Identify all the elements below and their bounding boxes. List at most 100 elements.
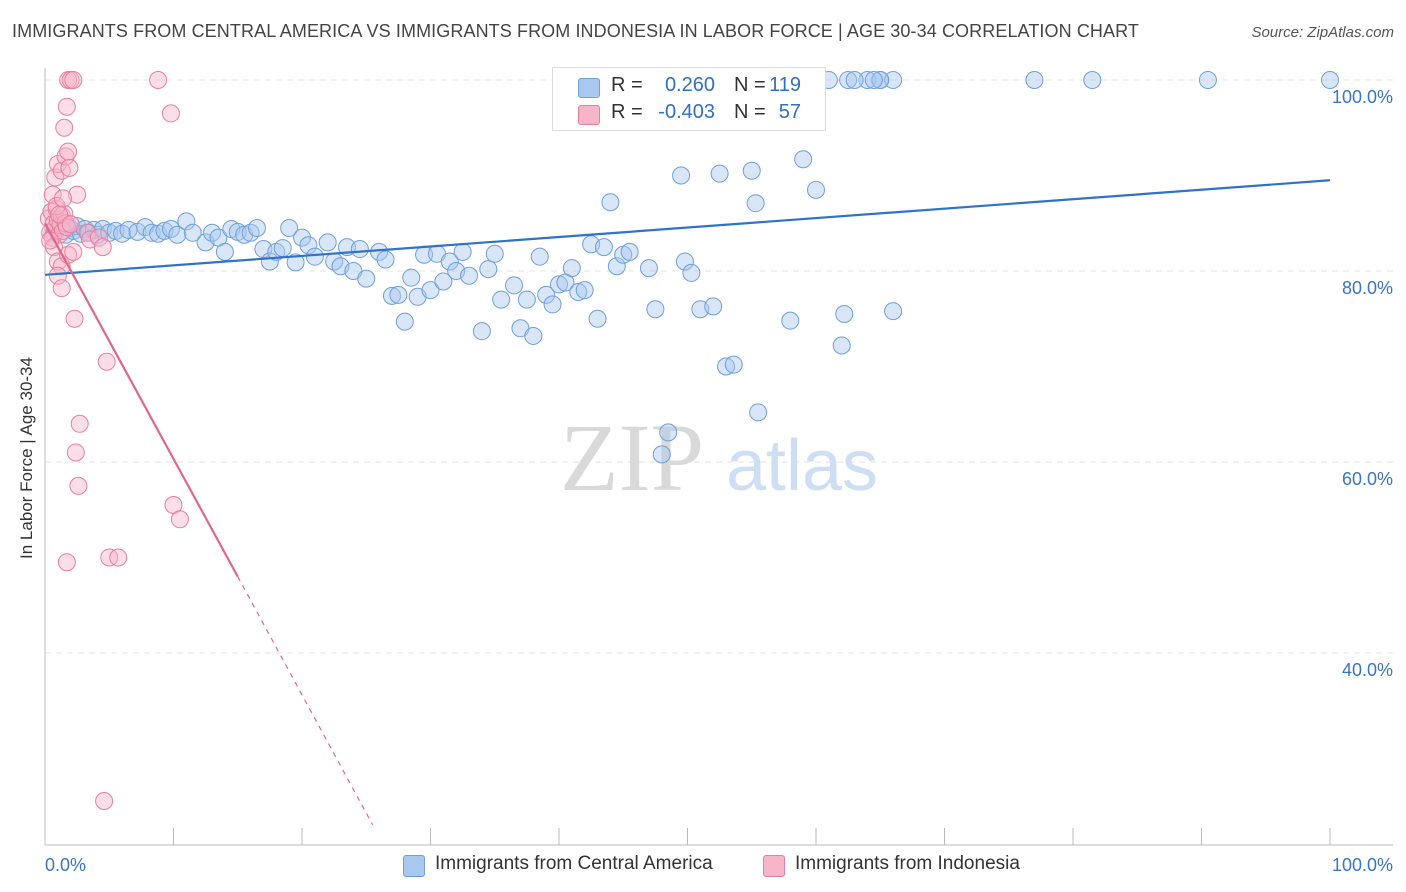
- point-central-america: [1198, 71, 1217, 89]
- point-central-america: [562, 259, 581, 278]
- point-central-america: [724, 355, 743, 374]
- point-central-america: [550, 275, 568, 294]
- point-central-america: [293, 228, 311, 247]
- trend-line-central-america: [44, 179, 1331, 276]
- correlation-legend: R = 0.260 N = 119 R = -0.403 N = 57: [552, 67, 826, 131]
- point-central-america: [1321, 71, 1339, 89]
- point-central-america: [639, 259, 658, 278]
- point-central-america: [485, 244, 504, 263]
- point-indonesia: [97, 352, 116, 371]
- point-central-america: [807, 180, 825, 199]
- point-central-america: [241, 223, 260, 242]
- axes: [44, 68, 1393, 846]
- point-central-america: [273, 239, 292, 258]
- point-indonesia: [64, 71, 83, 89]
- point-indonesia: [55, 204, 74, 223]
- point-indonesia: [64, 242, 83, 261]
- point-central-america: [492, 290, 511, 309]
- watermark: ZIP atlas: [560, 404, 878, 511]
- point-central-america: [305, 247, 324, 266]
- legend-label: Immigrants from Indonesia: [795, 853, 1020, 874]
- point-indonesia: [69, 476, 88, 495]
- point-central-america: [675, 252, 694, 271]
- point-central-america: [839, 71, 858, 89]
- point-central-america: [884, 71, 903, 89]
- point-central-america: [376, 250, 395, 269]
- y-tick-label: 100.0%: [1332, 87, 1393, 107]
- y-tick-label: 80.0%: [1342, 278, 1393, 298]
- point-central-america: [350, 240, 369, 259]
- point-central-america: [460, 266, 479, 285]
- point-central-america: [183, 223, 202, 242]
- point-central-america: [672, 166, 691, 185]
- point-indonesia: [46, 168, 65, 187]
- point-central-america: [781, 311, 800, 330]
- point-central-america: [1083, 71, 1102, 89]
- point-central-america: [318, 233, 337, 252]
- point-central-america: [1025, 71, 1044, 89]
- point-indonesia: [57, 553, 76, 572]
- source-credit: Source: ZipAtlas.com: [1251, 24, 1394, 41]
- point-central-america: [749, 403, 768, 422]
- point-central-america: [248, 219, 267, 238]
- x-tick-label: 100.0%: [1332, 855, 1393, 875]
- series-central-america: [44, 71, 1339, 464]
- point-central-america: [543, 295, 562, 314]
- point-indonesia: [55, 118, 74, 137]
- point-central-america: [299, 236, 318, 255]
- point-central-america: [832, 336, 851, 355]
- point-central-america: [517, 290, 536, 309]
- series-indonesia: [39, 71, 189, 811]
- point-central-america: [588, 309, 607, 328]
- n-value: 57: [778, 101, 801, 123]
- point-central-america: [835, 304, 854, 323]
- point-central-america: [357, 269, 376, 288]
- point-indonesia: [60, 158, 79, 177]
- n-value: 119: [769, 74, 801, 96]
- n-label: N =: [734, 74, 766, 96]
- x-tick-label: 0.0%: [45, 855, 86, 875]
- point-central-america: [871, 71, 890, 89]
- n-label: N =: [734, 101, 766, 123]
- point-central-america: [746, 194, 765, 213]
- point-central-america: [286, 253, 305, 272]
- point-central-america: [601, 193, 620, 212]
- chart-title: IMMIGRANTS FROM CENTRAL AMERICA VS IMMIG…: [12, 21, 1139, 41]
- point-indonesia: [68, 185, 87, 204]
- trend-line-indonesia: [44, 222, 239, 578]
- point-central-america: [530, 247, 549, 266]
- point-central-america: [389, 285, 408, 304]
- legend-swatch-blue: [578, 78, 600, 98]
- point-central-america: [794, 150, 813, 169]
- point-central-america: [682, 263, 701, 282]
- r-value: -0.403: [658, 101, 715, 123]
- point-central-america: [440, 252, 459, 271]
- point-indonesia: [65, 309, 84, 328]
- point-central-america: [646, 300, 665, 319]
- trend-lines: [44, 179, 1331, 826]
- point-central-america: [280, 219, 299, 238]
- y-tick-label: 40.0%: [1342, 660, 1393, 680]
- watermark-atlas: atlas: [726, 426, 878, 506]
- point-central-america: [203, 223, 222, 242]
- point-central-america: [395, 312, 414, 331]
- legend-swatch-blue: [403, 855, 425, 877]
- point-indonesia: [95, 792, 114, 811]
- point-central-america: [479, 260, 498, 279]
- r-value: 0.260: [664, 74, 715, 96]
- point-central-america: [505, 276, 524, 295]
- y-tick-label: 60.0%: [1342, 469, 1393, 489]
- point-central-america: [382, 286, 401, 305]
- point-indonesia: [70, 414, 89, 433]
- point-central-america: [472, 322, 491, 341]
- point-central-america: [575, 281, 594, 300]
- point-indonesia: [52, 279, 71, 298]
- point-central-america: [524, 326, 543, 345]
- point-central-america: [710, 164, 729, 183]
- point-indonesia: [43, 185, 62, 204]
- series-legend: Immigrants from Central America Immigran…: [0, 850, 1406, 880]
- point-indonesia: [61, 215, 80, 234]
- legend-label: Immigrants from Central America: [435, 853, 713, 874]
- point-central-america: [421, 281, 440, 300]
